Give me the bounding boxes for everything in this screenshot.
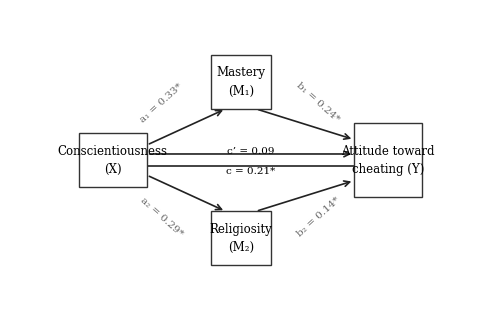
- Text: b₁ = 0.24*: b₁ = 0.24*: [295, 81, 342, 124]
- Text: Conscientiousness
(X): Conscientiousness (X): [58, 145, 168, 176]
- Text: a₁ = 0.33*: a₁ = 0.33*: [138, 81, 184, 124]
- Text: Attitude toward
cheating (Y): Attitude toward cheating (Y): [341, 145, 435, 176]
- Text: b₂ = 0.14*: b₂ = 0.14*: [295, 196, 342, 239]
- Text: Mastery
(M₁): Mastery (M₁): [216, 67, 265, 97]
- Text: c’ = 0.09: c’ = 0.09: [226, 147, 274, 156]
- FancyBboxPatch shape: [354, 124, 422, 197]
- FancyBboxPatch shape: [79, 133, 147, 187]
- FancyBboxPatch shape: [210, 55, 271, 109]
- Text: Religiosity
(M₂): Religiosity (M₂): [210, 223, 272, 254]
- Text: c = 0.21*: c = 0.21*: [226, 166, 275, 176]
- FancyBboxPatch shape: [210, 211, 271, 265]
- Text: a₂ = 0.29*: a₂ = 0.29*: [138, 196, 184, 239]
